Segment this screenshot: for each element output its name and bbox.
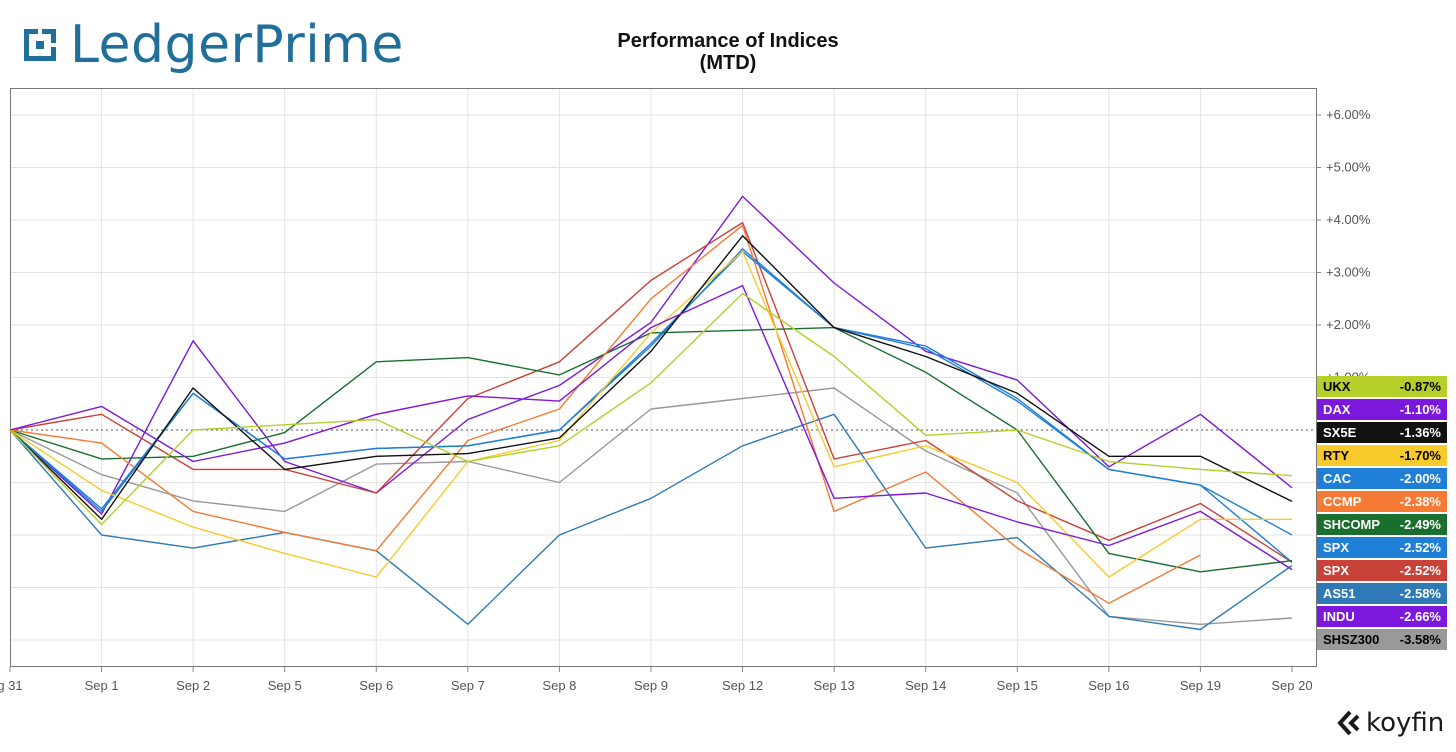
legend-item-dax: DAX -1.10%	[1317, 399, 1447, 420]
legend-item-shcomp: SHCOMP -2.49%	[1317, 514, 1447, 535]
legend-series-name: CAC	[1323, 471, 1352, 486]
y-tick-label: +4.00%	[1326, 212, 1371, 227]
legend-item-as51: AS51 -2.58%	[1317, 583, 1447, 604]
series-line-spx	[9, 221, 1293, 563]
legend-series-value: -1.10%	[1399, 402, 1441, 417]
x-tick-label: Sep 14	[905, 678, 946, 693]
legend-series-name: INDU	[1323, 609, 1355, 624]
legend: UKX -0.87% DAX -1.10% SX5E -1.36% RTY -1.70% CAC…	[1317, 376, 1447, 652]
logo-text: LedgerPrime	[70, 15, 404, 75]
legend-series-name: AS51	[1323, 586, 1356, 601]
koyfin-logo-icon	[1337, 710, 1360, 736]
koyfin-text: koyfin	[1366, 708, 1445, 738]
y-tick-label: +3.00%	[1326, 265, 1371, 280]
chart-title-line1: Performance of Indices	[617, 30, 839, 52]
legend-item-ukx: UKX -0.87%	[1317, 376, 1447, 397]
x-tick-label: Sep 8	[542, 678, 576, 693]
legend-series-value: -3.58%	[1399, 632, 1441, 647]
legend-series-name: RTY	[1323, 448, 1349, 463]
chart-title: Performance of Indices (MTD)	[548, 30, 908, 74]
koyfin-logo: koyfin	[1336, 708, 1444, 738]
x-tick-label: Sep 9	[634, 678, 668, 693]
series-line-as51	[9, 413, 1293, 631]
x-tick-label: Sep 19	[1180, 678, 1221, 693]
x-tick-label: Sep 7	[451, 678, 485, 693]
series-line-dax	[9, 284, 1293, 571]
legend-series-value: -1.70%	[1399, 448, 1441, 463]
legend-item-spx: SPX -2.52%	[1317, 537, 1447, 558]
x-tick-label: Sep 2	[176, 678, 210, 693]
series-line-ukx	[9, 292, 1293, 526]
legend-series-name: SX5E	[1323, 425, 1357, 440]
y-tick-label: +6.00%	[1326, 107, 1371, 122]
series-line-sx5e	[9, 235, 1293, 520]
legend-series-value: -2.00%	[1399, 471, 1441, 486]
chart-title-line2: (MTD)	[699, 52, 757, 74]
legend-series-name: CCMP	[1323, 494, 1362, 509]
legend-item-shsz300: SHSZ300 -3.58%	[1317, 629, 1447, 650]
legend-series-name: SPX	[1323, 540, 1350, 555]
x-tick-label: Sep 15	[997, 678, 1038, 693]
x-tick-label: g 31	[0, 678, 23, 693]
legend-series-value: -2.66%	[1399, 609, 1441, 624]
y-tick-label: +5.00%	[1326, 160, 1371, 175]
legend-item-cac: CAC -2.00%	[1317, 468, 1447, 489]
series-line-ccmp	[9, 224, 1201, 604]
x-tick-label: Sep 12	[722, 678, 763, 693]
series-line-shsz300	[9, 387, 1293, 625]
legend-series-value: -2.52%	[1399, 540, 1441, 555]
y-tick-label: +2.00%	[1326, 317, 1371, 332]
legend-item-spx: SPX -2.52%	[1317, 560, 1447, 581]
legend-series-value: -2.58%	[1399, 586, 1441, 601]
legend-series-name: UKX	[1323, 379, 1351, 394]
series-line-rty	[9, 250, 1292, 578]
legend-series-name: DAX	[1323, 402, 1351, 417]
legend-series-value: -0.87%	[1399, 379, 1441, 394]
legend-item-rty: RTY -1.70%	[1317, 445, 1447, 466]
ledgerprime-logo: LedgerPrime	[20, 14, 404, 76]
x-tick-label: Sep 6	[359, 678, 393, 693]
ledgerprime-logo-icon	[24, 29, 56, 61]
legend-series-name: SPX	[1323, 563, 1350, 578]
series-line-indu	[9, 195, 1293, 515]
legend-item-ccmp: CCMP -2.38%	[1317, 491, 1447, 512]
x-tick-label: Sep 16	[1088, 678, 1129, 693]
x-tick-label: Sep 13	[814, 678, 855, 693]
x-tick-label: Sep 1	[85, 678, 119, 693]
x-tick-label: Sep 5	[268, 678, 302, 693]
legend-item-sx5e: SX5E -1.36%	[1317, 422, 1447, 443]
legend-series-value: -2.49%	[1399, 517, 1441, 532]
legend-item-indu: INDU -2.66%	[1317, 606, 1447, 627]
legend-series-name: SHSZ300	[1323, 632, 1380, 647]
legend-series-name: SHCOMP	[1323, 517, 1381, 532]
legend-series-value: -2.52%	[1399, 563, 1441, 578]
x-tick-label: Sep 20	[1271, 678, 1312, 693]
legend-series-value: -2.38%	[1399, 494, 1441, 509]
legend-series-value: -1.36%	[1399, 425, 1441, 440]
